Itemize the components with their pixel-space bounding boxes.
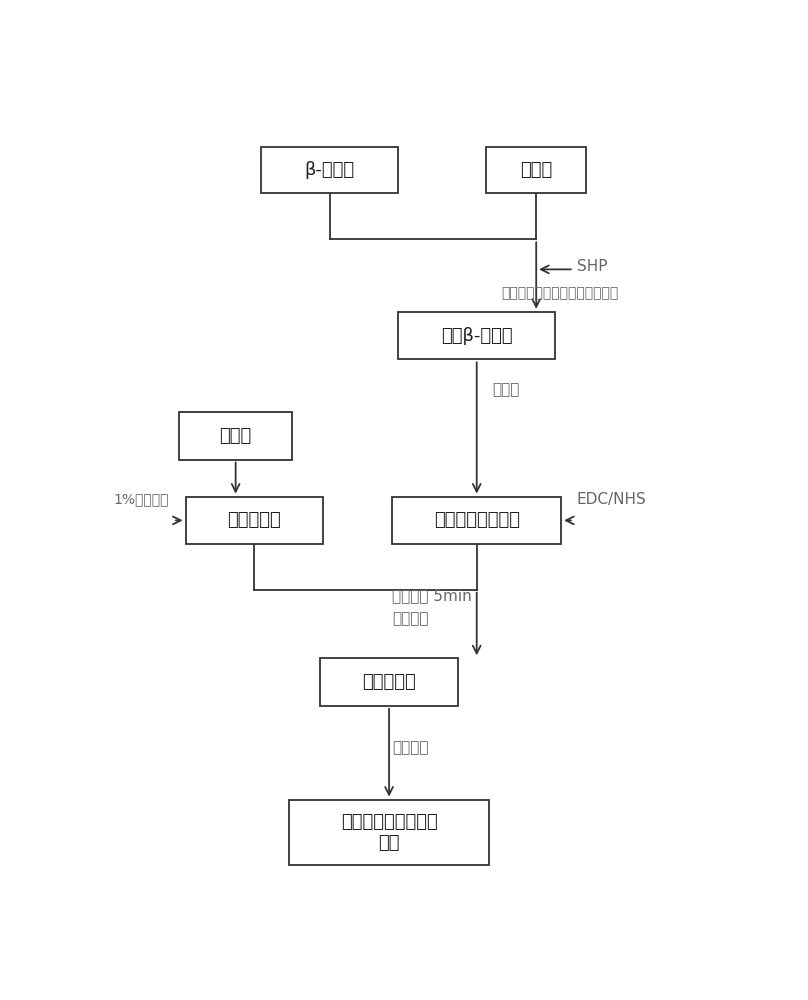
- Text: 溶于水: 溶于水: [492, 382, 520, 397]
- Text: 交联壳聚糖多孔吸附
材料: 交联壳聚糖多孔吸附 材料: [341, 813, 437, 852]
- Bar: [398, 312, 555, 359]
- Bar: [320, 658, 458, 706]
- Bar: [289, 800, 490, 865]
- Text: 水凝胶产物: 水凝胶产物: [362, 673, 416, 691]
- Bar: [179, 412, 292, 460]
- Text: 柠橬酸: 柠橬酸: [520, 161, 553, 179]
- Text: β-环糊精: β-环糊精: [305, 161, 355, 179]
- Text: 溶解、析出、抜滤、清洗、干燥: 溶解、析出、抜滤、清洗、干燥: [502, 286, 619, 300]
- Text: 静置凝胶: 静置凝胶: [392, 611, 429, 626]
- Text: 改性β-环糊精: 改性β-环糊精: [441, 327, 512, 345]
- Text: 改性环糊精活化液: 改性环糊精活化液: [434, 511, 520, 529]
- Text: 冷冻干燥: 冷冻干燥: [392, 740, 429, 755]
- Bar: [261, 147, 398, 193]
- Text: 壳聚糖: 壳聚糖: [220, 427, 252, 445]
- Bar: [486, 147, 587, 193]
- Bar: [186, 497, 323, 544]
- Bar: [392, 497, 562, 544]
- Text: 壳聚糖溶液: 壳聚糖溶液: [228, 511, 281, 529]
- Text: EDC/NHS: EDC/NHS: [577, 492, 646, 507]
- Text: SHP: SHP: [577, 259, 608, 274]
- Text: 1%醋酸溶液: 1%醋酸溶液: [113, 493, 169, 507]
- Text: 高速搨拌 5min: 高速搨拌 5min: [392, 588, 472, 603]
